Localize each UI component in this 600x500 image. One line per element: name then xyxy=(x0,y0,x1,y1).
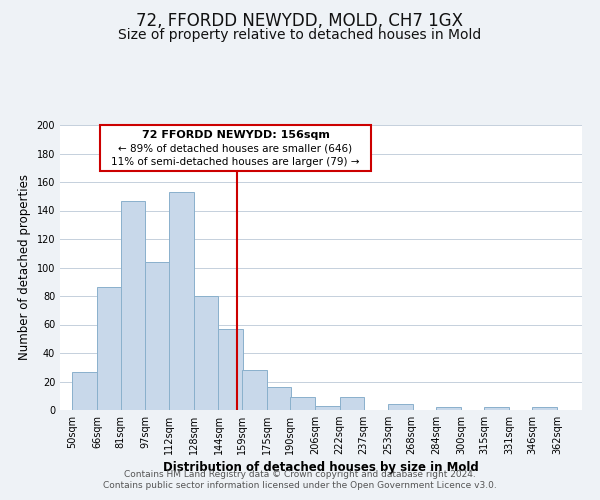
Bar xyxy=(242,370,266,410)
Text: ← 89% of detached houses are smaller (646): ← 89% of detached houses are smaller (64… xyxy=(118,144,353,154)
Text: Contains public sector information licensed under the Open Government Licence v3: Contains public sector information licen… xyxy=(103,481,497,490)
Bar xyxy=(145,262,170,410)
Text: 11% of semi-detached houses are larger (79) →: 11% of semi-detached houses are larger (… xyxy=(112,158,360,168)
Bar xyxy=(532,407,557,410)
Bar xyxy=(73,372,97,410)
Bar xyxy=(484,407,509,410)
Y-axis label: Number of detached properties: Number of detached properties xyxy=(18,174,31,360)
Text: Size of property relative to detached houses in Mold: Size of property relative to detached ho… xyxy=(118,28,482,42)
Bar xyxy=(169,192,194,410)
Bar xyxy=(218,329,244,410)
Bar xyxy=(97,288,122,410)
Text: 72, FFORDD NEWYDD, MOLD, CH7 1GX: 72, FFORDD NEWYDD, MOLD, CH7 1GX xyxy=(137,12,464,30)
Text: Contains HM Land Registry data © Crown copyright and database right 2024.: Contains HM Land Registry data © Crown c… xyxy=(124,470,476,479)
Bar xyxy=(290,397,315,410)
Bar xyxy=(436,407,461,410)
X-axis label: Distribution of detached houses by size in Mold: Distribution of detached houses by size … xyxy=(163,462,479,474)
Bar xyxy=(266,387,292,410)
Bar xyxy=(340,397,364,410)
Bar xyxy=(388,404,413,410)
Bar xyxy=(315,406,340,410)
Bar xyxy=(121,200,145,410)
Text: 72 FFORDD NEWYDD: 156sqm: 72 FFORDD NEWYDD: 156sqm xyxy=(142,130,329,140)
Bar xyxy=(194,296,218,410)
